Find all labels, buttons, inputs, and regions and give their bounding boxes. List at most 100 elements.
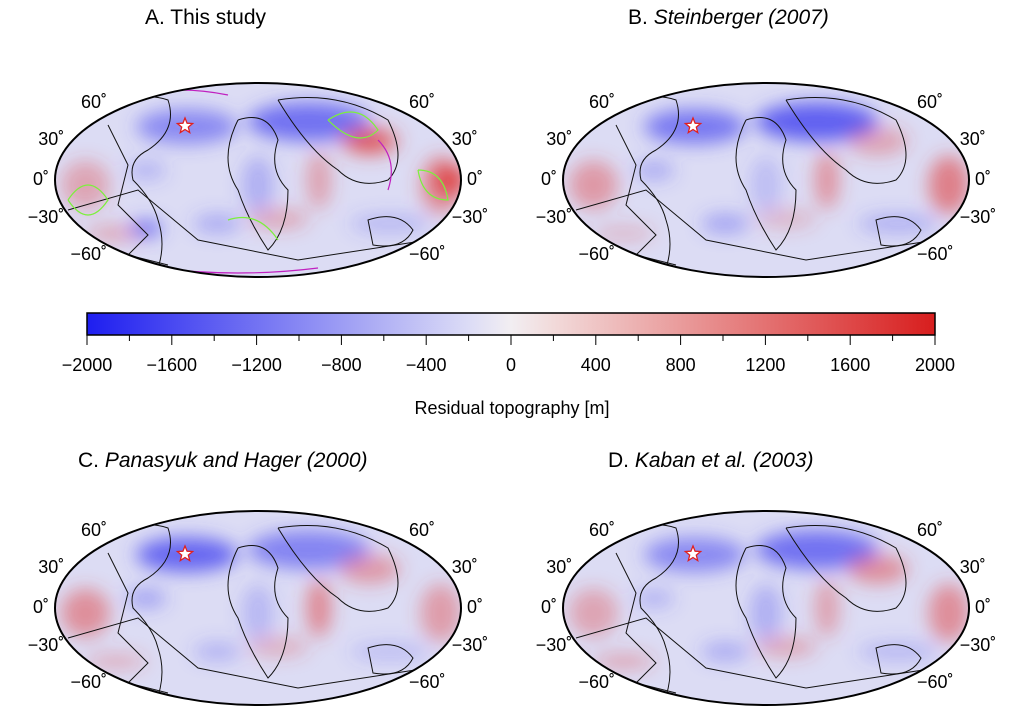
anomaly-blob: [339, 554, 401, 584]
anomaly-blob: [241, 155, 275, 214]
latitude-label-left: 30˚: [546, 557, 573, 577]
anomaly-blob: [928, 583, 969, 642]
map-border: [562, 82, 970, 278]
latitude-label-left: −60˚: [578, 244, 616, 264]
latitude-label-right: −60˚: [916, 672, 954, 692]
latitude-label-right: 0˚: [467, 597, 484, 617]
anomaly-blob: [569, 160, 618, 210]
anomaly-blob: [306, 150, 332, 210]
colorbar-tick-label: 1200: [745, 355, 786, 375]
map-border: [54, 82, 462, 278]
panel-title-A: A. This study: [145, 6, 266, 30]
latitude-label-right: 30˚: [959, 557, 986, 577]
colorbar-tick-label: 2000: [914, 355, 956, 375]
anomaly-blob: [85, 653, 147, 670]
anomaly-blob: [847, 554, 909, 584]
latitude-label-left: 0˚: [32, 169, 49, 189]
latitude-label-left: −60˚: [70, 244, 108, 264]
anomaly-blob: [755, 209, 817, 229]
anomaly-blob: [247, 102, 370, 142]
panel-title-text: Panasyuk and Hager (2000): [104, 449, 368, 472]
latitude-label-left: 0˚: [32, 597, 49, 617]
latitude-label-right: −60˚: [408, 244, 446, 264]
latitude-label-right: 60˚: [916, 520, 943, 540]
anomaly-blob: [306, 578, 332, 638]
colorbar-gradient: [86, 312, 936, 336]
latitude-label-right: 60˚: [408, 92, 435, 112]
latitude-label-right: 60˚: [408, 520, 435, 540]
anomaly-blob: [749, 155, 783, 214]
latitude-label-right: −30˚: [959, 207, 997, 227]
anomaly-blob: [247, 530, 370, 570]
colorbar: [86, 312, 936, 345]
latitude-label-left: 30˚: [546, 129, 573, 149]
latitude-label-left: −30˚: [27, 635, 65, 655]
latitude-label-right: 0˚: [975, 597, 992, 617]
anomaly-blob: [241, 583, 275, 642]
panel-title-D: D. Kaban et al. (2003): [608, 449, 813, 473]
colorbar-tick-label: 1600: [830, 355, 871, 375]
latitude-label-left: 30˚: [38, 557, 65, 577]
latitude-label-right: 0˚: [467, 169, 484, 189]
latitude-label-right: 30˚: [451, 557, 478, 577]
anomaly-blob: [420, 583, 461, 642]
anomaly-blob: [701, 213, 750, 234]
latitude-label-left: 30˚: [38, 129, 65, 149]
latitude-label-right: 30˚: [959, 129, 986, 149]
anomaly-blob: [755, 102, 878, 142]
anomaly-blob: [593, 653, 655, 670]
latitude-label-left: −30˚: [535, 635, 573, 655]
anomaly-blob: [701, 641, 750, 662]
coastlines: [575, 524, 937, 705]
anomaly-blob: [755, 530, 878, 570]
latitude-label-left: 0˚: [540, 597, 557, 617]
latitude-label-right: 30˚: [451, 129, 478, 149]
panel-title-text: Kaban et al. (2003): [634, 449, 814, 472]
anomaly-blob: [193, 641, 242, 662]
anomaly-blob: [247, 637, 309, 657]
colorbar-tick-label: −400: [405, 355, 447, 375]
star-icon: [683, 116, 703, 134]
panel-letter: B.: [628, 6, 654, 29]
colorbar-ticks: [86, 335, 936, 345]
latitude-label-right: 0˚: [975, 169, 992, 189]
colorbar-tick-label: −1600: [146, 355, 198, 375]
anomaly-blob: [814, 150, 840, 210]
latitude-label-right: 60˚: [916, 92, 943, 112]
latitude-label-right: −30˚: [959, 635, 997, 655]
anomaly-blob: [634, 588, 675, 608]
anomaly-blob: [634, 160, 675, 180]
anomaly-blob: [749, 583, 783, 642]
star-icon: [175, 544, 195, 562]
latitude-label-left: 60˚: [81, 92, 108, 112]
star-icon: [683, 544, 703, 562]
latitude-label-left: 60˚: [81, 520, 108, 540]
anomaly-blob: [434, 165, 461, 195]
anomaly-blob: [126, 160, 167, 180]
latitude-label-left: −30˚: [535, 207, 573, 227]
panel-title-text: This study: [170, 6, 266, 29]
latitude-label-right: −30˚: [451, 207, 489, 227]
panel-title-text: Steinberger (2007): [653, 6, 829, 29]
latitude-label-left: 60˚: [589, 520, 616, 540]
anomaly-blob: [569, 588, 618, 638]
colorbar-tick-label: −2000: [61, 355, 113, 375]
colorbar-tick-label: 0: [505, 355, 517, 375]
panel-letter: C.: [78, 449, 105, 472]
colorbar-tick-label: 800: [665, 355, 696, 375]
latitude-label-left: −30˚: [27, 207, 65, 227]
colorbar-title: Residual topography [m]: [414, 398, 610, 418]
star-icon: [175, 116, 195, 134]
panel-title-B: B. Steinberger (2007): [628, 6, 829, 30]
latitude-label-left: −60˚: [578, 672, 616, 692]
anomaly-blob: [349, 131, 390, 151]
colorbar-tick-label: 400: [580, 355, 611, 375]
latitude-label-left: −60˚: [70, 672, 108, 692]
latitude-label-left: 0˚: [540, 169, 557, 189]
contours: [67, 111, 449, 241]
map-border: [562, 510, 970, 706]
